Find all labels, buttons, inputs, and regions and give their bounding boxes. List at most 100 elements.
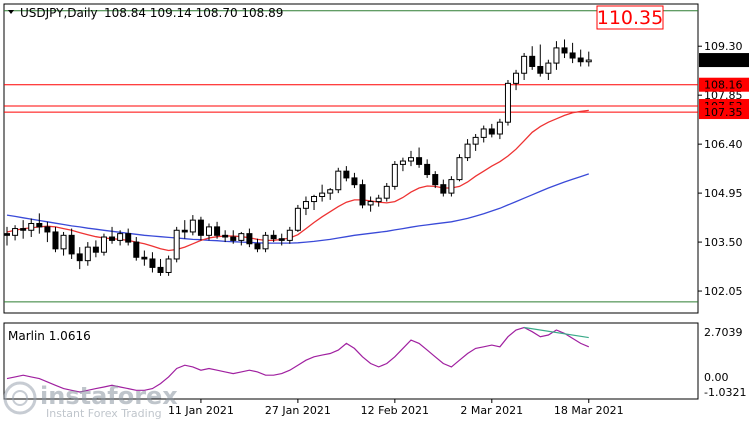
candle-body bbox=[20, 228, 27, 231]
candle-body bbox=[206, 226, 212, 236]
candle bbox=[319, 184, 326, 202]
indicator-level-bottom: -1.0321 bbox=[704, 386, 746, 399]
candle-body bbox=[100, 236, 107, 253]
candle bbox=[327, 188, 334, 200]
x-tick-label: 18 Mar 2021 bbox=[554, 404, 624, 417]
level-badge: 108.16 bbox=[704, 79, 743, 92]
candle bbox=[367, 196, 374, 212]
level-badge-bg bbox=[699, 105, 749, 120]
x-tick-label: 11 Jan 2021 bbox=[168, 404, 234, 417]
candle-body bbox=[513, 72, 520, 84]
x-tick-label: 12 Feb 2021 bbox=[361, 404, 429, 417]
candle-body bbox=[416, 157, 423, 165]
candle-body bbox=[343, 170, 350, 179]
candle-body bbox=[569, 52, 576, 59]
candle bbox=[513, 69, 520, 91]
y-tick-label: 104.95 bbox=[704, 187, 743, 200]
candle bbox=[84, 242, 91, 266]
instaforex-logo-icon bbox=[3, 381, 37, 415]
price-axis: 109.30 107.85 106.40 104.95 103.50 102.05 bbox=[698, 40, 743, 298]
y-tick-label: 102.05 bbox=[704, 285, 743, 298]
candle-body bbox=[68, 234, 75, 255]
target-badge-text: 110.35 bbox=[597, 7, 663, 29]
logo-inner-ring bbox=[12, 390, 28, 406]
y-tick-label: 107.85 bbox=[704, 89, 743, 102]
candle bbox=[416, 147, 423, 168]
candle bbox=[464, 139, 471, 162]
candle-body bbox=[84, 246, 91, 262]
candle bbox=[76, 247, 83, 270]
candle bbox=[521, 52, 528, 80]
candle bbox=[44, 221, 51, 243]
candle-body bbox=[399, 160, 406, 165]
level-badge-bg bbox=[699, 77, 749, 92]
candle-body bbox=[4, 233, 10, 236]
candle bbox=[92, 240, 99, 258]
current-price-badge: 108.89 bbox=[704, 54, 743, 67]
symbol-label: USDJPY,Daily bbox=[20, 6, 98, 20]
candle bbox=[375, 194, 382, 207]
collapse-arrow-icon[interactable] bbox=[8, 10, 14, 14]
candle bbox=[68, 228, 75, 259]
candle bbox=[577, 49, 584, 67]
candle-body bbox=[92, 246, 99, 253]
current-price-badge-bg bbox=[699, 53, 749, 68]
candle-body bbox=[496, 121, 503, 135]
candle-body bbox=[76, 253, 83, 262]
marlin-line bbox=[6, 326, 590, 393]
marlin-indicator: Marlin 1.0616 2.7039 0.00 -1.0321 bbox=[6, 326, 746, 399]
candle bbox=[488, 123, 495, 138]
candle bbox=[214, 221, 221, 239]
candle bbox=[149, 252, 156, 273]
candle bbox=[569, 42, 576, 64]
watermark-tagline: Instant Forex Trading bbox=[46, 407, 162, 420]
candle-body bbox=[424, 163, 431, 176]
candle-body bbox=[351, 177, 358, 186]
candle-body bbox=[359, 184, 366, 206]
candle bbox=[12, 225, 19, 241]
candle-body bbox=[157, 266, 164, 273]
candle bbox=[254, 238, 261, 253]
candle bbox=[133, 237, 140, 261]
candle bbox=[4, 226, 10, 246]
candle bbox=[472, 134, 479, 151]
x-tick-label: 2 Mar 2021 bbox=[460, 404, 523, 417]
candle bbox=[529, 46, 536, 70]
candle-body bbox=[12, 228, 19, 236]
candle-body bbox=[327, 189, 334, 194]
chart-header: USDJPY,Daily 108.84 109.14 108.70 108.89 bbox=[8, 6, 283, 20]
candle bbox=[537, 44, 544, 77]
candle bbox=[238, 231, 245, 246]
level-lines bbox=[4, 10, 698, 303]
candle bbox=[28, 218, 35, 238]
candle bbox=[173, 226, 180, 263]
candle-body bbox=[165, 258, 172, 273]
candle-body bbox=[197, 219, 204, 236]
candle-body bbox=[456, 157, 463, 181]
candle bbox=[351, 172, 358, 189]
candle-body bbox=[278, 238, 285, 241]
candle bbox=[480, 125, 487, 143]
candle-body bbox=[254, 243, 261, 250]
candle-body bbox=[270, 234, 277, 240]
candle bbox=[222, 230, 229, 243]
candle-body bbox=[432, 174, 439, 186]
candle bbox=[20, 220, 27, 239]
candle-body bbox=[36, 223, 43, 228]
candle-body bbox=[553, 47, 560, 64]
candle-body bbox=[230, 236, 237, 241]
candle bbox=[456, 154, 463, 182]
candle-body bbox=[28, 223, 35, 231]
candle bbox=[165, 255, 172, 276]
candle-body bbox=[109, 236, 116, 241]
target-badge-frame bbox=[596, 5, 664, 30]
candle bbox=[230, 230, 237, 244]
candle-body bbox=[238, 233, 245, 241]
divergence-line bbox=[524, 326, 589, 339]
candle bbox=[496, 118, 503, 140]
ma-slow-line bbox=[6, 173, 590, 244]
candle-body bbox=[408, 157, 414, 162]
candle-body bbox=[319, 192, 326, 197]
y-tick-label: 106.40 bbox=[704, 138, 743, 151]
